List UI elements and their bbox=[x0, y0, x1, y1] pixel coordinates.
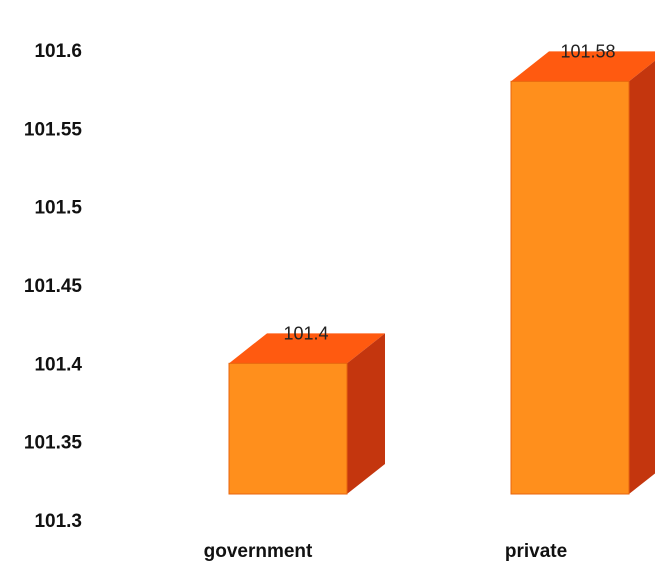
data-label: 101.4 bbox=[283, 323, 328, 343]
y-axis-tick-labels: 101.3 101.35 101.4 101.45 101.5 101.55 101.6 bbox=[24, 41, 83, 532]
bar-top-face bbox=[229, 333, 385, 364]
bar-government bbox=[228, 333, 385, 495]
y-tick-label: 101.6 bbox=[34, 41, 82, 62]
bar-front-face bbox=[228, 362, 348, 495]
bar-top-face bbox=[511, 51, 655, 82]
bar-private bbox=[510, 51, 655, 495]
y-tick-label: 101.3 bbox=[34, 511, 82, 532]
y-tick-label: 101.55 bbox=[24, 119, 83, 140]
y-tick-label: 101.45 bbox=[24, 276, 83, 297]
bar-side-face bbox=[347, 333, 385, 494]
y-tick-label: 101.4 bbox=[34, 354, 82, 375]
y-tick-label: 101.5 bbox=[34, 198, 82, 219]
bar-side-face bbox=[629, 60, 655, 494]
x-category-label: private bbox=[505, 541, 567, 562]
x-axis-category-labels: government private bbox=[204, 541, 568, 562]
bar-front-face bbox=[510, 80, 630, 495]
y-tick-label: 101.35 bbox=[24, 433, 83, 454]
bars bbox=[228, 51, 655, 495]
data-labels: 101.4 101.58 bbox=[283, 41, 615, 343]
data-label: 101.58 bbox=[560, 41, 615, 61]
x-category-label: government bbox=[204, 541, 313, 562]
